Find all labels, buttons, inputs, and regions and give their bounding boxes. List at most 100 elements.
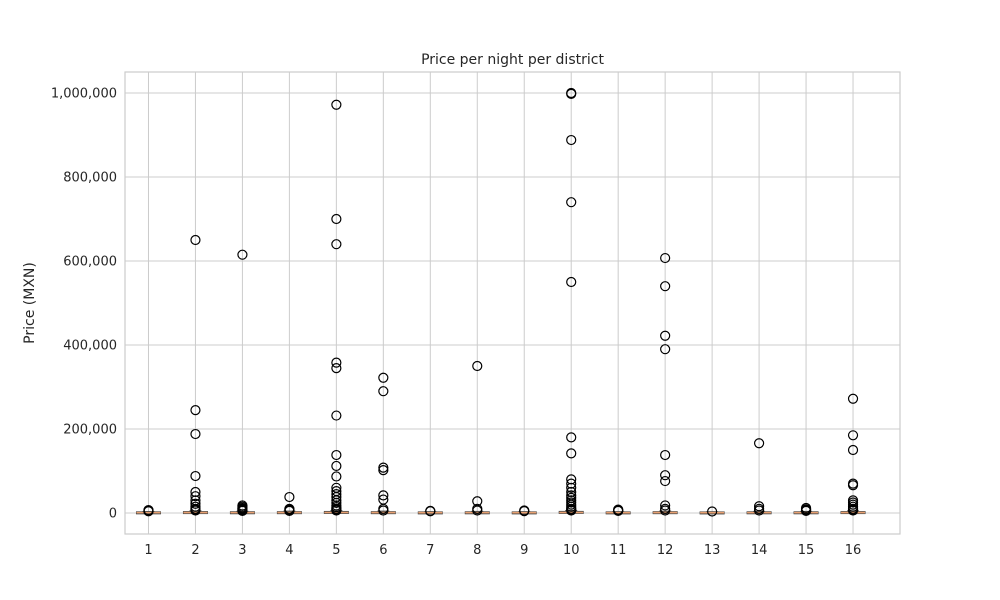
box-group-2	[182, 234, 208, 516]
outlier-point	[566, 448, 577, 459]
outlier-point	[753, 505, 765, 516]
box-group-3	[229, 249, 255, 516]
outlier-point	[190, 470, 201, 482]
outlier-point	[660, 281, 671, 292]
outlier-point	[800, 505, 812, 516]
outlier-point	[143, 504, 154, 516]
outlier-point	[847, 505, 859, 516]
outlier-point	[331, 213, 342, 225]
outlier-point	[331, 239, 342, 250]
x-tick-label: 2	[191, 543, 199, 558]
x-tick-label: 12	[657, 543, 674, 558]
x-tick-label: 14	[751, 543, 768, 558]
outlier-point	[331, 357, 342, 368]
box-group-5	[323, 99, 349, 516]
box-group-12	[652, 252, 678, 516]
outlier-point	[237, 249, 248, 260]
x-tick-label: 16	[845, 543, 862, 558]
outlier-point	[190, 505, 201, 516]
outlier-point	[660, 449, 671, 461]
outlier-point	[190, 486, 201, 498]
x-tick-label: 3	[238, 543, 246, 558]
outlier-point	[472, 505, 483, 516]
outlier-point	[378, 386, 389, 397]
outlier-point	[331, 410, 342, 421]
outlier-point	[566, 197, 577, 208]
x-tick-label: 6	[379, 543, 387, 558]
outlier-point	[847, 480, 859, 491]
outlier-point	[331, 363, 342, 374]
outlier-point	[284, 491, 295, 503]
y-tick-label: 1,000,000	[51, 87, 117, 102]
chart-title: Price per night per district	[421, 52, 604, 68]
outlier-point	[566, 432, 577, 443]
box-group-14	[746, 438, 772, 516]
x-tick-label: 13	[704, 543, 721, 558]
outlier-point	[190, 405, 201, 416]
outlier-point	[378, 490, 389, 501]
box-group-16	[840, 393, 866, 516]
outlier-point	[660, 505, 671, 516]
y-tick-label: 800,000	[63, 171, 117, 186]
box-group-15	[793, 502, 819, 516]
outlier-point	[847, 393, 859, 404]
outlier-point	[378, 505, 389, 516]
x-tick-label: 7	[426, 543, 434, 558]
outlier-point	[847, 444, 859, 456]
outlier-point	[707, 506, 718, 517]
box-group-13	[699, 506, 725, 517]
outlier-point	[190, 491, 201, 502]
outlier-point	[566, 88, 577, 99]
outlier-point	[660, 330, 671, 341]
outlier-point	[331, 460, 342, 472]
outlier-point	[566, 134, 577, 146]
plot-frame	[124, 71, 901, 535]
outlier-point	[566, 478, 577, 489]
marks-layer	[135, 87, 866, 517]
x-tick-label: 5	[332, 543, 340, 558]
outlier-point	[660, 475, 671, 487]
box-group-4	[276, 491, 302, 516]
outlier-point	[237, 505, 248, 516]
box-group-1	[135, 504, 161, 517]
outlier-point	[331, 491, 342, 503]
box-group-8	[464, 360, 490, 516]
outlier-point	[566, 474, 577, 485]
x-tick-label: 9	[520, 543, 528, 558]
box-group-9	[511, 505, 537, 517]
outlier-point	[753, 501, 765, 512]
outlier-point	[190, 428, 201, 440]
outlier-point	[425, 506, 436, 517]
outlier-point	[753, 438, 765, 449]
outlier-point	[378, 372, 389, 383]
x-tick-label: 15	[798, 543, 815, 558]
outlier-point	[378, 462, 389, 473]
outlier-point	[847, 430, 859, 441]
outlier-point	[660, 252, 671, 264]
outlier-point	[472, 360, 483, 372]
y-axis-label: Price (MXN)	[22, 262, 38, 344]
outlier-point	[331, 471, 342, 482]
outlier-point	[660, 344, 671, 355]
y-tick-label: 0	[109, 507, 117, 522]
box-group-10	[558, 87, 584, 516]
y-tick-label: 400,000	[63, 339, 117, 354]
outlier-point	[331, 449, 342, 461]
outlier-point	[190, 234, 201, 246]
outlier-point	[190, 498, 201, 509]
x-tick-label: 4	[285, 543, 293, 558]
outlier-point	[566, 276, 577, 288]
box-group-11	[605, 504, 631, 516]
outlier-point	[660, 470, 671, 481]
y-tick-label: 200,000	[63, 423, 117, 438]
outlier-point	[613, 505, 624, 516]
outlier-point	[566, 482, 577, 493]
box-group-7	[417, 505, 443, 517]
y-tick-label: 600,000	[63, 255, 117, 270]
outlier-point	[566, 505, 577, 516]
outlier-point	[519, 506, 530, 517]
x-tick-label: 1	[144, 543, 152, 558]
x-tick-label: 10	[563, 543, 580, 558]
x-tick-label: 8	[473, 543, 481, 558]
